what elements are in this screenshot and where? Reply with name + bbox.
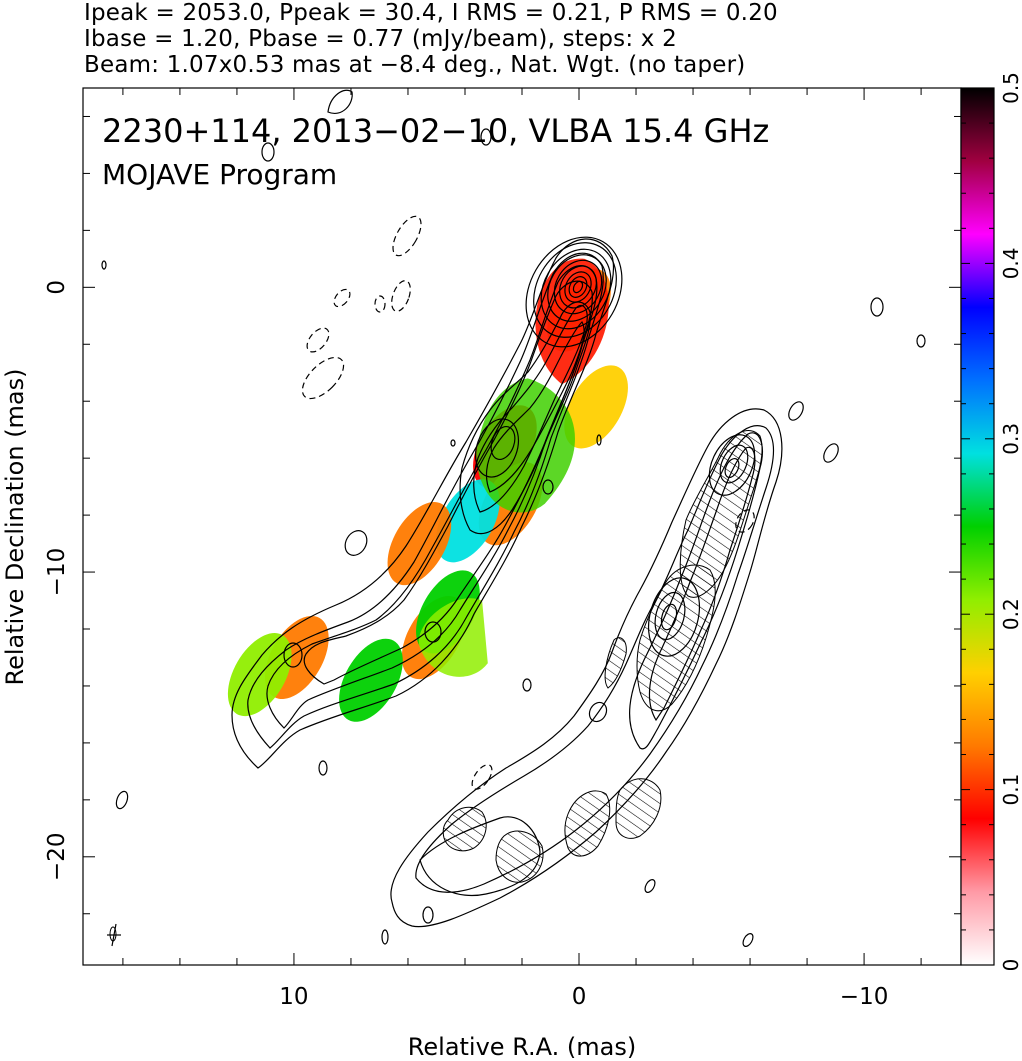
colorbar-tick-label: 0.4 — [999, 247, 1022, 279]
header-line-2: Ibase = 1.20, Pbase = 0.77 (mJy/beam), s… — [84, 26, 677, 52]
colorbar-tick-label: 0.2 — [999, 598, 1022, 630]
y-tick-label: −10 — [44, 548, 70, 597]
colorbar-tick-labels: 0 0.1 0.2 0.3 0.4 0.5 — [999, 72, 1022, 971]
polarization-region — [564, 365, 628, 449]
colorbar-tick-label: 0.3 — [999, 423, 1022, 455]
polarization-region — [435, 479, 500, 563]
y-tick-label: −20 — [44, 833, 70, 882]
beam-ellipse — [109, 926, 117, 942]
x-tick-label: 0 — [572, 984, 587, 1010]
header-line-1: Ipeak = 2053.0, Ppeak = 30.4, I RMS = 0.… — [84, 0, 778, 26]
colorbar-tick-label: 0.1 — [999, 774, 1022, 806]
left-total-intensity-contours — [231, 236, 623, 769]
y-axis-label: Relative Declination (mas) — [1, 368, 29, 685]
jet-polarization-region — [476, 378, 575, 513]
polarization-region — [339, 638, 403, 722]
polarization-region — [227, 633, 292, 717]
axis-tick-labels: 10 0 −10 0 −10 −20 — [44, 280, 888, 1010]
right-evpa-vector-regions — [442, 430, 763, 883]
left-negative-contours — [301, 215, 422, 400]
x-tick-label: −10 — [840, 984, 889, 1010]
left-noise-contours — [101, 89, 602, 947]
header-line-3: Beam: 1.07x0.53 mas at −8.4 deg., Nat. W… — [84, 52, 746, 78]
y-tick-label: 0 — [44, 280, 70, 295]
x-tick-label: 10 — [279, 984, 308, 1010]
x-axis-label: Relative R.A. (mas) — [408, 1033, 636, 1061]
colorbar-ticks — [961, 87, 994, 966]
axis-ticks — [83, 88, 961, 965]
colorbar-tick-label: 0.5 — [999, 72, 1022, 104]
colorbar — [960, 87, 995, 966]
chart-title: 2230+114, 2013−02−10, VLBA 15.4 GHz — [102, 112, 769, 150]
colorbar-tick-label: 0 — [999, 959, 1022, 972]
chart-subtitle: MOJAVE Program — [102, 158, 337, 191]
